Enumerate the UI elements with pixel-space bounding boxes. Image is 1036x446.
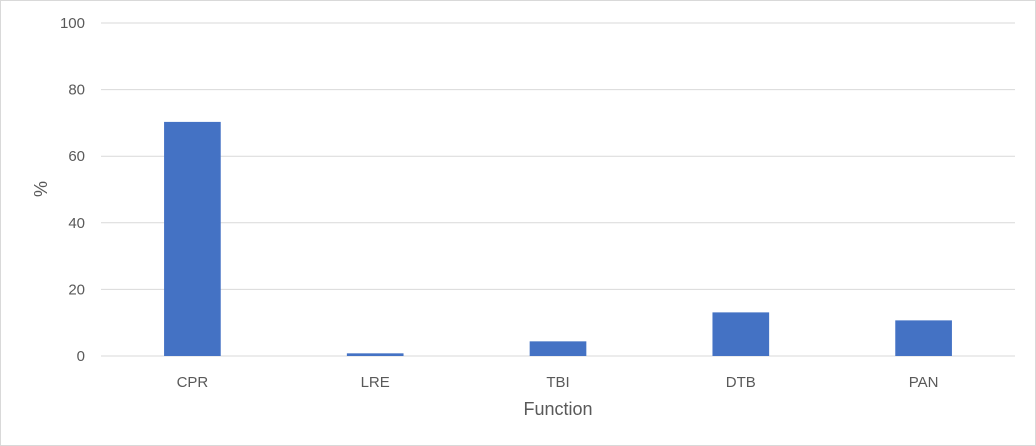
y-tick-label: 0 (77, 348, 85, 365)
x-tick-label: LRE (361, 374, 390, 391)
bar-lre (346, 353, 404, 356)
x-tick-label: TBI (546, 374, 569, 391)
y-tick-label: 100 (60, 15, 85, 32)
gridlines (101, 22, 1015, 357)
bar-pan (895, 320, 952, 356)
y-tick-label: 80 (68, 82, 85, 99)
x-tick-label: PAN (909, 374, 939, 391)
bar-dtb (712, 312, 770, 356)
bars (164, 121, 952, 356)
x-tick-label: DTB (726, 374, 756, 391)
y-tick-labels: 0 20 40 60 80 100 (60, 15, 85, 365)
bar-cpr (164, 121, 221, 356)
y-tick-label: 60 (68, 148, 85, 165)
y-axis-title: % (31, 181, 51, 197)
x-tick-label: CPR (177, 374, 209, 391)
bar-tbi (529, 341, 587, 356)
y-tick-label: 40 (68, 215, 85, 232)
y-tick-label: 20 (68, 281, 85, 298)
x-tick-labels: CPR LRE TBI DTB PAN (177, 374, 939, 391)
x-axis-title: Function (523, 399, 592, 419)
